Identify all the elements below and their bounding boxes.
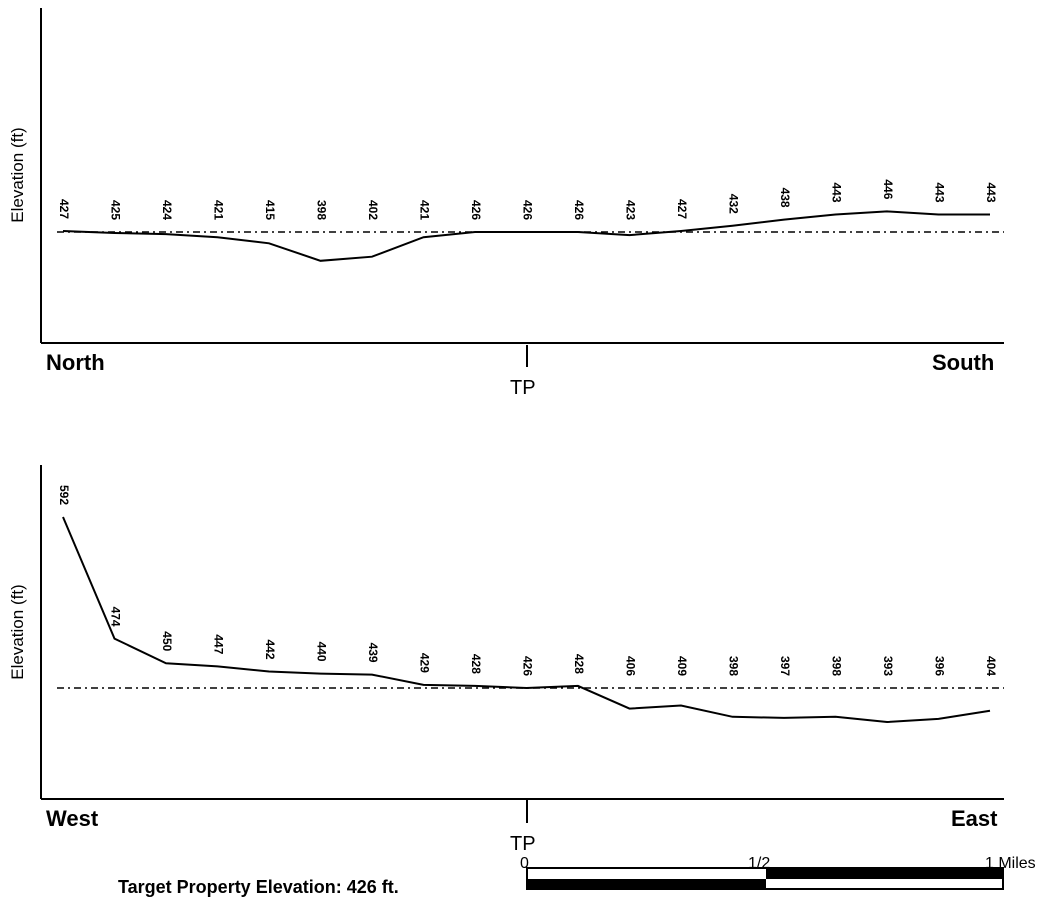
scale-label-1-miles: 1 Miles: [985, 855, 1036, 872]
profile-2-data-label: 474: [108, 607, 122, 627]
profile-2-data-label: 409: [675, 656, 689, 676]
profile-2-start-label: West: [46, 806, 99, 831]
profile-1-data-label: 427: [57, 199, 71, 219]
profile-2-end-label: East: [951, 806, 998, 831]
scale-bar-bottom-left-fill: [527, 879, 766, 889]
profile-1-data-label: 415: [263, 200, 277, 220]
profile-1-y-axis-label: Elevation (ft): [8, 127, 27, 222]
profile-2-data-label: 429: [417, 653, 431, 673]
profile-1-data-label: 443: [932, 182, 946, 202]
profile-1-data-label: 398: [314, 200, 328, 220]
profile-2-data-label: 447: [211, 634, 225, 654]
profile-1-data-label: 426: [469, 200, 483, 220]
scale-label-half: 1/2: [748, 855, 771, 872]
profile-1-data-label: 427: [675, 199, 689, 219]
profile-1-data-label: 421: [211, 200, 225, 220]
profile-1-data-label: 426: [520, 200, 534, 220]
profile-2-data-label: 592: [57, 485, 71, 505]
profile-2-data-label: 450: [160, 631, 174, 651]
scale-label-0: 0: [520, 855, 529, 872]
profile-1-data-label: 438: [778, 188, 792, 208]
profile-2-data-label: 398: [726, 656, 740, 676]
profile-1-data-label: 421: [417, 200, 431, 220]
profile-1-start-label: North: [46, 350, 105, 375]
profile-1-data-label: 425: [108, 200, 122, 220]
profile-2-data-label: 406: [623, 656, 637, 676]
profile-2-y-axis-label: Elevation (ft): [8, 584, 27, 679]
profile-2-data-label: 440: [314, 642, 328, 662]
profile-1-data-label: 426: [572, 200, 586, 220]
profile-1-tp-label: TP: [510, 377, 536, 399]
profile-1-data-label: 423: [623, 200, 637, 220]
profile-1-data-label: 402: [366, 200, 380, 220]
target-property-elevation: Target Property Elevation: 426 ft.: [118, 877, 399, 897]
profile-1-data-label: 432: [726, 194, 740, 214]
profile-2-tp-label: TP: [510, 833, 536, 855]
profile-2-data-label: 442: [263, 639, 277, 659]
profile-1-end-label: South: [932, 350, 995, 375]
profile-1-series-line: [62, 210, 990, 262]
profile-2-series-line: [62, 516, 991, 724]
profile-2-data-label: 439: [366, 643, 380, 663]
profile-2-data-label: 393: [881, 656, 895, 676]
profile-2-data-label: 404: [984, 656, 998, 676]
profile-1-data-label: 443: [984, 182, 998, 202]
profile-1-data-label: 446: [881, 179, 895, 199]
profile-1-data-label: 443: [829, 182, 843, 202]
profile-2-data-label: 426: [520, 656, 534, 676]
profile-2-data-label: 428: [572, 654, 586, 674]
scale-bar-top-right-fill: [766, 868, 1003, 879]
profile-2-data-label: 398: [829, 656, 843, 676]
profile-2-data-label: 428: [469, 654, 483, 674]
profile-1-data-label: 424: [160, 200, 174, 220]
profile-2-data-label: 396: [932, 656, 946, 676]
profile-2-data-label: 397: [778, 656, 792, 676]
